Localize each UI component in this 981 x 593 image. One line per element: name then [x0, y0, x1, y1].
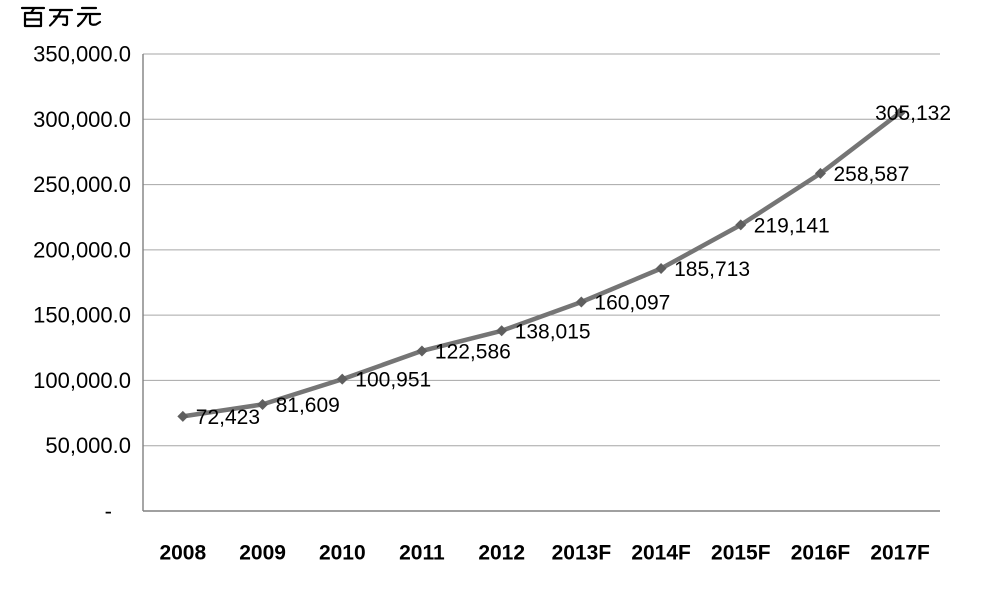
data-point-marker [575, 296, 587, 308]
x-axis-tick-label: 2015F [711, 542, 771, 565]
x-axis-tick-label: 2008 [159, 542, 206, 565]
y-axis-tick-label: 350,000.0 [33, 42, 131, 67]
x-axis-tick-label: 2017F [870, 542, 930, 565]
data-point-marker [496, 325, 508, 337]
x-axis-tick-label: 2013F [552, 542, 612, 565]
data-point-marker [416, 345, 428, 357]
x-axis-tick-label: 2011 [399, 542, 445, 565]
data-point-label: 81,609 [276, 394, 340, 417]
y-axis-tick-label: 250,000.0 [33, 172, 131, 197]
data-point-label: 258,587 [834, 163, 910, 186]
data-point-label: 122,586 [435, 340, 511, 363]
data-point-label: 160,097 [594, 292, 670, 315]
data-point-label: 305,132 [875, 102, 951, 125]
glyph-wan [48, 8, 74, 27]
y-axis-unit-label [19, 0, 103, 30]
y-axis-tick-label: 150,000.0 [33, 303, 131, 328]
glyph-bai [20, 6, 46, 28]
y-axis-tick-label: 100,000.0 [33, 368, 131, 393]
x-axis-tick-label: 2014F [631, 542, 691, 565]
x-axis-tick-label: 2012 [478, 542, 525, 565]
data-point-label: 72,423 [196, 406, 260, 429]
data-point-marker [735, 219, 747, 231]
x-axis-tick-label: 2016F [791, 542, 851, 565]
data-point-marker [177, 410, 189, 422]
data-point-marker [655, 263, 667, 275]
glyph-yuan [76, 6, 102, 28]
data-point-marker [336, 373, 348, 385]
unit-label-glyphs [20, 6, 102, 28]
data-point-marker [894, 107, 906, 119]
data-point-marker [814, 167, 826, 179]
y-axis-tick-label: 200,000.0 [33, 237, 131, 262]
data-point-label: 100,951 [355, 369, 431, 392]
series-line [180, 110, 903, 419]
data-point-label: 138,015 [515, 320, 591, 343]
data-point-marker [257, 398, 269, 410]
y-axis-tick-label: - [105, 499, 112, 524]
data-point-label: 219,141 [754, 214, 830, 237]
y-axis-tick-label: 300,000.0 [33, 107, 131, 132]
y-axis-tick-label: 50,000.0 [45, 433, 131, 458]
x-axis-tick-label: 2010 [319, 542, 366, 565]
x-axis-tick-label: 2009 [239, 542, 286, 565]
data-point-label: 185,713 [674, 258, 750, 281]
